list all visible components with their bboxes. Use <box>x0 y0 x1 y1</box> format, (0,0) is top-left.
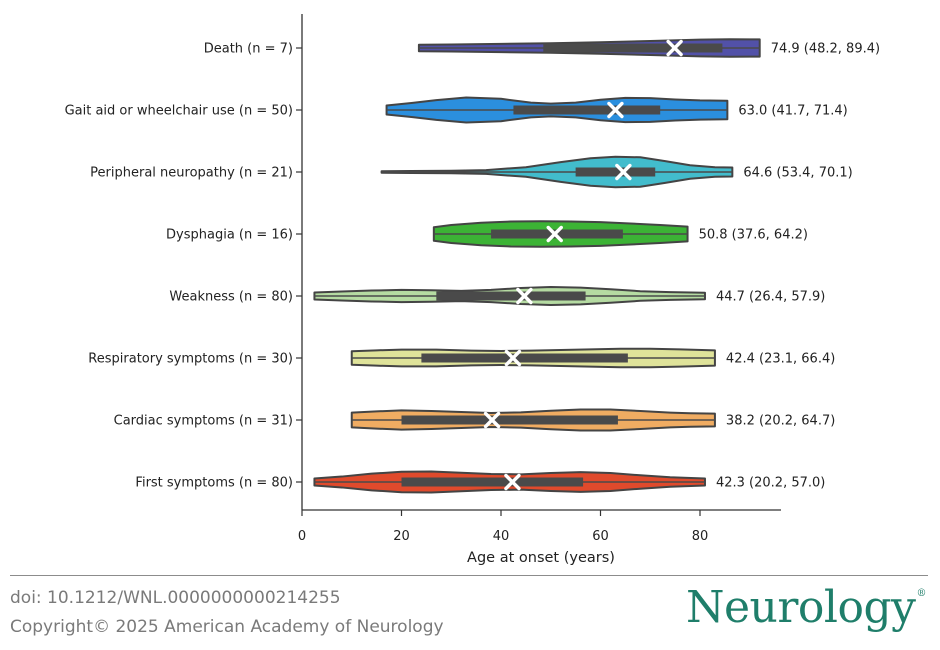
x-tick-label: 0 <box>298 529 306 544</box>
value-annotation: 74.9 (48.2, 89.4) <box>771 42 880 57</box>
median-marker <box>666 39 683 57</box>
x-tick-label: 40 <box>493 529 510 544</box>
value-annotation: 38.2 (20.2, 64.7) <box>726 414 835 429</box>
x-tick-label: 60 <box>592 529 609 544</box>
value-annotation: 42.3 (20.2, 57.0) <box>716 476 825 491</box>
category-label: Cardiac symptoms (n = 31) <box>114 414 293 429</box>
category-label: Dysphagia (n = 16) <box>166 228 293 243</box>
violin-iqr-box <box>575 167 656 177</box>
x-ticks: 0 20 40 60 80 <box>298 510 708 544</box>
violin-iqr-box <box>421 353 628 363</box>
median-marker <box>615 163 632 181</box>
category-label: Death (n = 7) <box>204 42 293 57</box>
x-tick-label: 80 <box>692 529 709 544</box>
violin-iqr-box <box>436 291 586 301</box>
doi-text: doi: 10.1212/WNL.0000000000214255 <box>10 588 341 608</box>
category-label: Peripheral neuropathy (n = 21) <box>90 166 293 181</box>
violin-chart: Death (n = 7) 74.9 (48.2, 89.4) Gait aid o… <box>65 14 880 566</box>
violin-group: Death (n = 7) 74.9 (48.2, 89.4) Gait aid o… <box>65 38 880 494</box>
neurology-logo: Neurology® <box>686 582 926 633</box>
category-label: Weakness (n = 80) <box>169 290 293 305</box>
violin-iqr-box <box>401 477 584 487</box>
median-marker <box>504 349 522 367</box>
median-marker <box>504 473 521 491</box>
median-marker <box>516 287 533 305</box>
brand-name: Neurology <box>686 582 916 633</box>
value-annotation: 44.7 (26.4, 57.9) <box>716 290 825 305</box>
category-label: First symptoms (n = 80) <box>135 476 293 491</box>
category-label: Gait aid or wheelchair use (n = 50) <box>65 104 293 119</box>
value-annotation: 42.4 (23.1, 66.4) <box>726 352 835 367</box>
violin-iqr-box <box>513 105 661 115</box>
x-axis-title: Age at onset (years) <box>467 550 615 566</box>
violin-iqr-box <box>543 43 723 53</box>
x-tick-label: 20 <box>393 529 410 544</box>
copyright-text: Copyright© 2025 American Academy of Neur… <box>10 617 444 637</box>
registered-mark: ® <box>916 588 927 599</box>
value-annotation: 64.6 (53.4, 70.1) <box>743 166 852 181</box>
footer-divider <box>10 575 928 576</box>
category-label: Respiratory symptoms (n = 30) <box>88 352 293 367</box>
median-marker <box>546 225 563 243</box>
median-marker <box>607 101 624 119</box>
median-marker <box>483 411 501 429</box>
violin-iqr-box <box>401 415 618 425</box>
value-annotation: 63.0 (41.7, 71.4) <box>738 104 847 119</box>
value-annotation: 50.8 (37.6, 64.2) <box>699 228 808 243</box>
